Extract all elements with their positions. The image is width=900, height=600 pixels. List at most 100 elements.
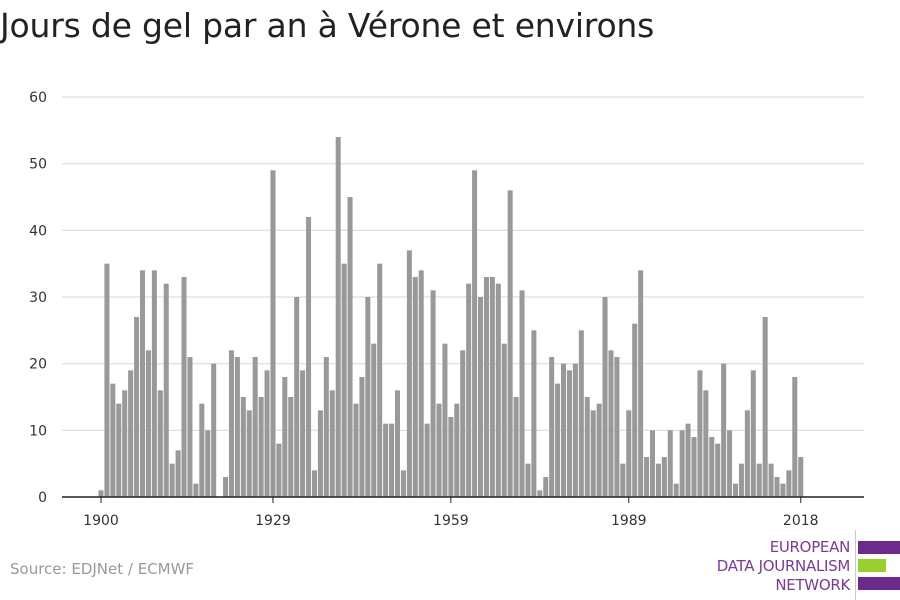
chart-title: Jours de gel par an à Vérone et environs <box>0 6 655 45</box>
bar <box>762 317 768 497</box>
bar <box>768 463 774 497</box>
bar <box>572 363 578 497</box>
bar <box>228 350 234 497</box>
bar <box>98 490 104 497</box>
bar <box>626 410 632 497</box>
y-tick-label: 20 <box>29 357 47 373</box>
bar <box>347 197 353 497</box>
bar <box>169 463 175 497</box>
bar <box>442 343 448 497</box>
x-axis <box>62 496 864 503</box>
bar <box>353 403 359 497</box>
bar <box>436 403 442 497</box>
edjnet-logo: EUROPEAN DATA JOURNALISM NETWORK <box>700 530 900 600</box>
bar <box>519 290 525 497</box>
bar <box>211 363 217 497</box>
bar <box>110 383 116 497</box>
bar <box>661 457 667 497</box>
bar <box>329 390 335 497</box>
bar <box>175 450 181 497</box>
bar <box>454 403 460 497</box>
bar <box>288 397 294 497</box>
bar <box>418 270 424 497</box>
x-tick-label: 1959 <box>433 513 469 529</box>
bar <box>157 390 163 497</box>
bar <box>543 477 549 497</box>
bar <box>294 297 300 497</box>
bar <box>276 443 282 497</box>
bar <box>513 397 519 497</box>
bar <box>608 350 614 497</box>
logo-bar-purple-2 <box>858 577 900 590</box>
y-axis-labels: 0 10 20 30 40 50 60 <box>29 90 47 506</box>
bar <box>483 277 489 497</box>
bar <box>104 263 110 497</box>
bar <box>472 170 478 497</box>
bar <box>282 377 288 497</box>
source-note: Source: EDJNet / ECMWF <box>10 560 195 578</box>
bar <box>632 323 638 497</box>
bar <box>721 363 727 497</box>
logo-divider <box>855 530 856 600</box>
y-tick-label: 0 <box>38 490 47 506</box>
y-tick-label: 50 <box>29 157 47 173</box>
bar <box>655 463 661 497</box>
bar <box>193 483 199 497</box>
bar <box>389 423 395 497</box>
bar <box>566 370 572 497</box>
bar <box>187 357 193 497</box>
bar <box>744 410 750 497</box>
bar <box>134 317 140 497</box>
bar <box>638 270 644 497</box>
bar <box>774 477 780 497</box>
y-tick-label: 30 <box>29 290 47 306</box>
bar <box>549 357 555 497</box>
bar <box>679 430 685 497</box>
x-tick-label: 2018 <box>783 513 819 529</box>
bar <box>181 277 187 497</box>
bar <box>715 443 721 497</box>
bar-chart: 0 10 20 30 40 50 60 1900 1929 1959 1989 2018 <box>29 90 864 529</box>
bar <box>128 370 134 497</box>
logo-line-3: NETWORK <box>775 576 850 594</box>
bar <box>780 483 786 497</box>
logo-bar-green <box>858 559 886 572</box>
bar <box>501 343 507 497</box>
bar <box>489 277 495 497</box>
bar <box>199 403 205 497</box>
bar <box>584 397 590 497</box>
bar <box>234 357 240 497</box>
bar <box>561 363 567 497</box>
bar <box>116 403 122 497</box>
bar <box>430 290 436 497</box>
logo-bar-purple <box>858 541 900 554</box>
bar <box>341 263 347 497</box>
logo-line-1: EUROPEAN <box>769 538 851 556</box>
bar <box>703 390 709 497</box>
bars <box>98 137 804 497</box>
bar <box>448 417 454 497</box>
bar <box>424 423 430 497</box>
bar <box>531 330 537 497</box>
bar <box>140 270 146 497</box>
bar <box>311 470 317 497</box>
bar <box>738 463 744 497</box>
x-axis-labels: 1900 1929 1959 1989 2018 <box>83 513 818 529</box>
bar <box>727 430 733 497</box>
bar <box>371 343 377 497</box>
bar <box>300 370 306 497</box>
bar <box>709 437 715 497</box>
y-tick-label: 10 <box>29 423 47 439</box>
bar <box>786 470 792 497</box>
bar <box>602 297 608 497</box>
bar <box>323 357 329 497</box>
bar <box>644 457 650 497</box>
bar <box>697 370 703 497</box>
bar <box>466 283 472 497</box>
bar <box>614 357 620 497</box>
x-tick-label: 1989 <box>611 513 647 529</box>
bar <box>246 410 252 497</box>
bar <box>264 370 270 497</box>
logo-line-2: DATA JOURNALISM <box>716 557 851 575</box>
bar <box>673 483 679 497</box>
